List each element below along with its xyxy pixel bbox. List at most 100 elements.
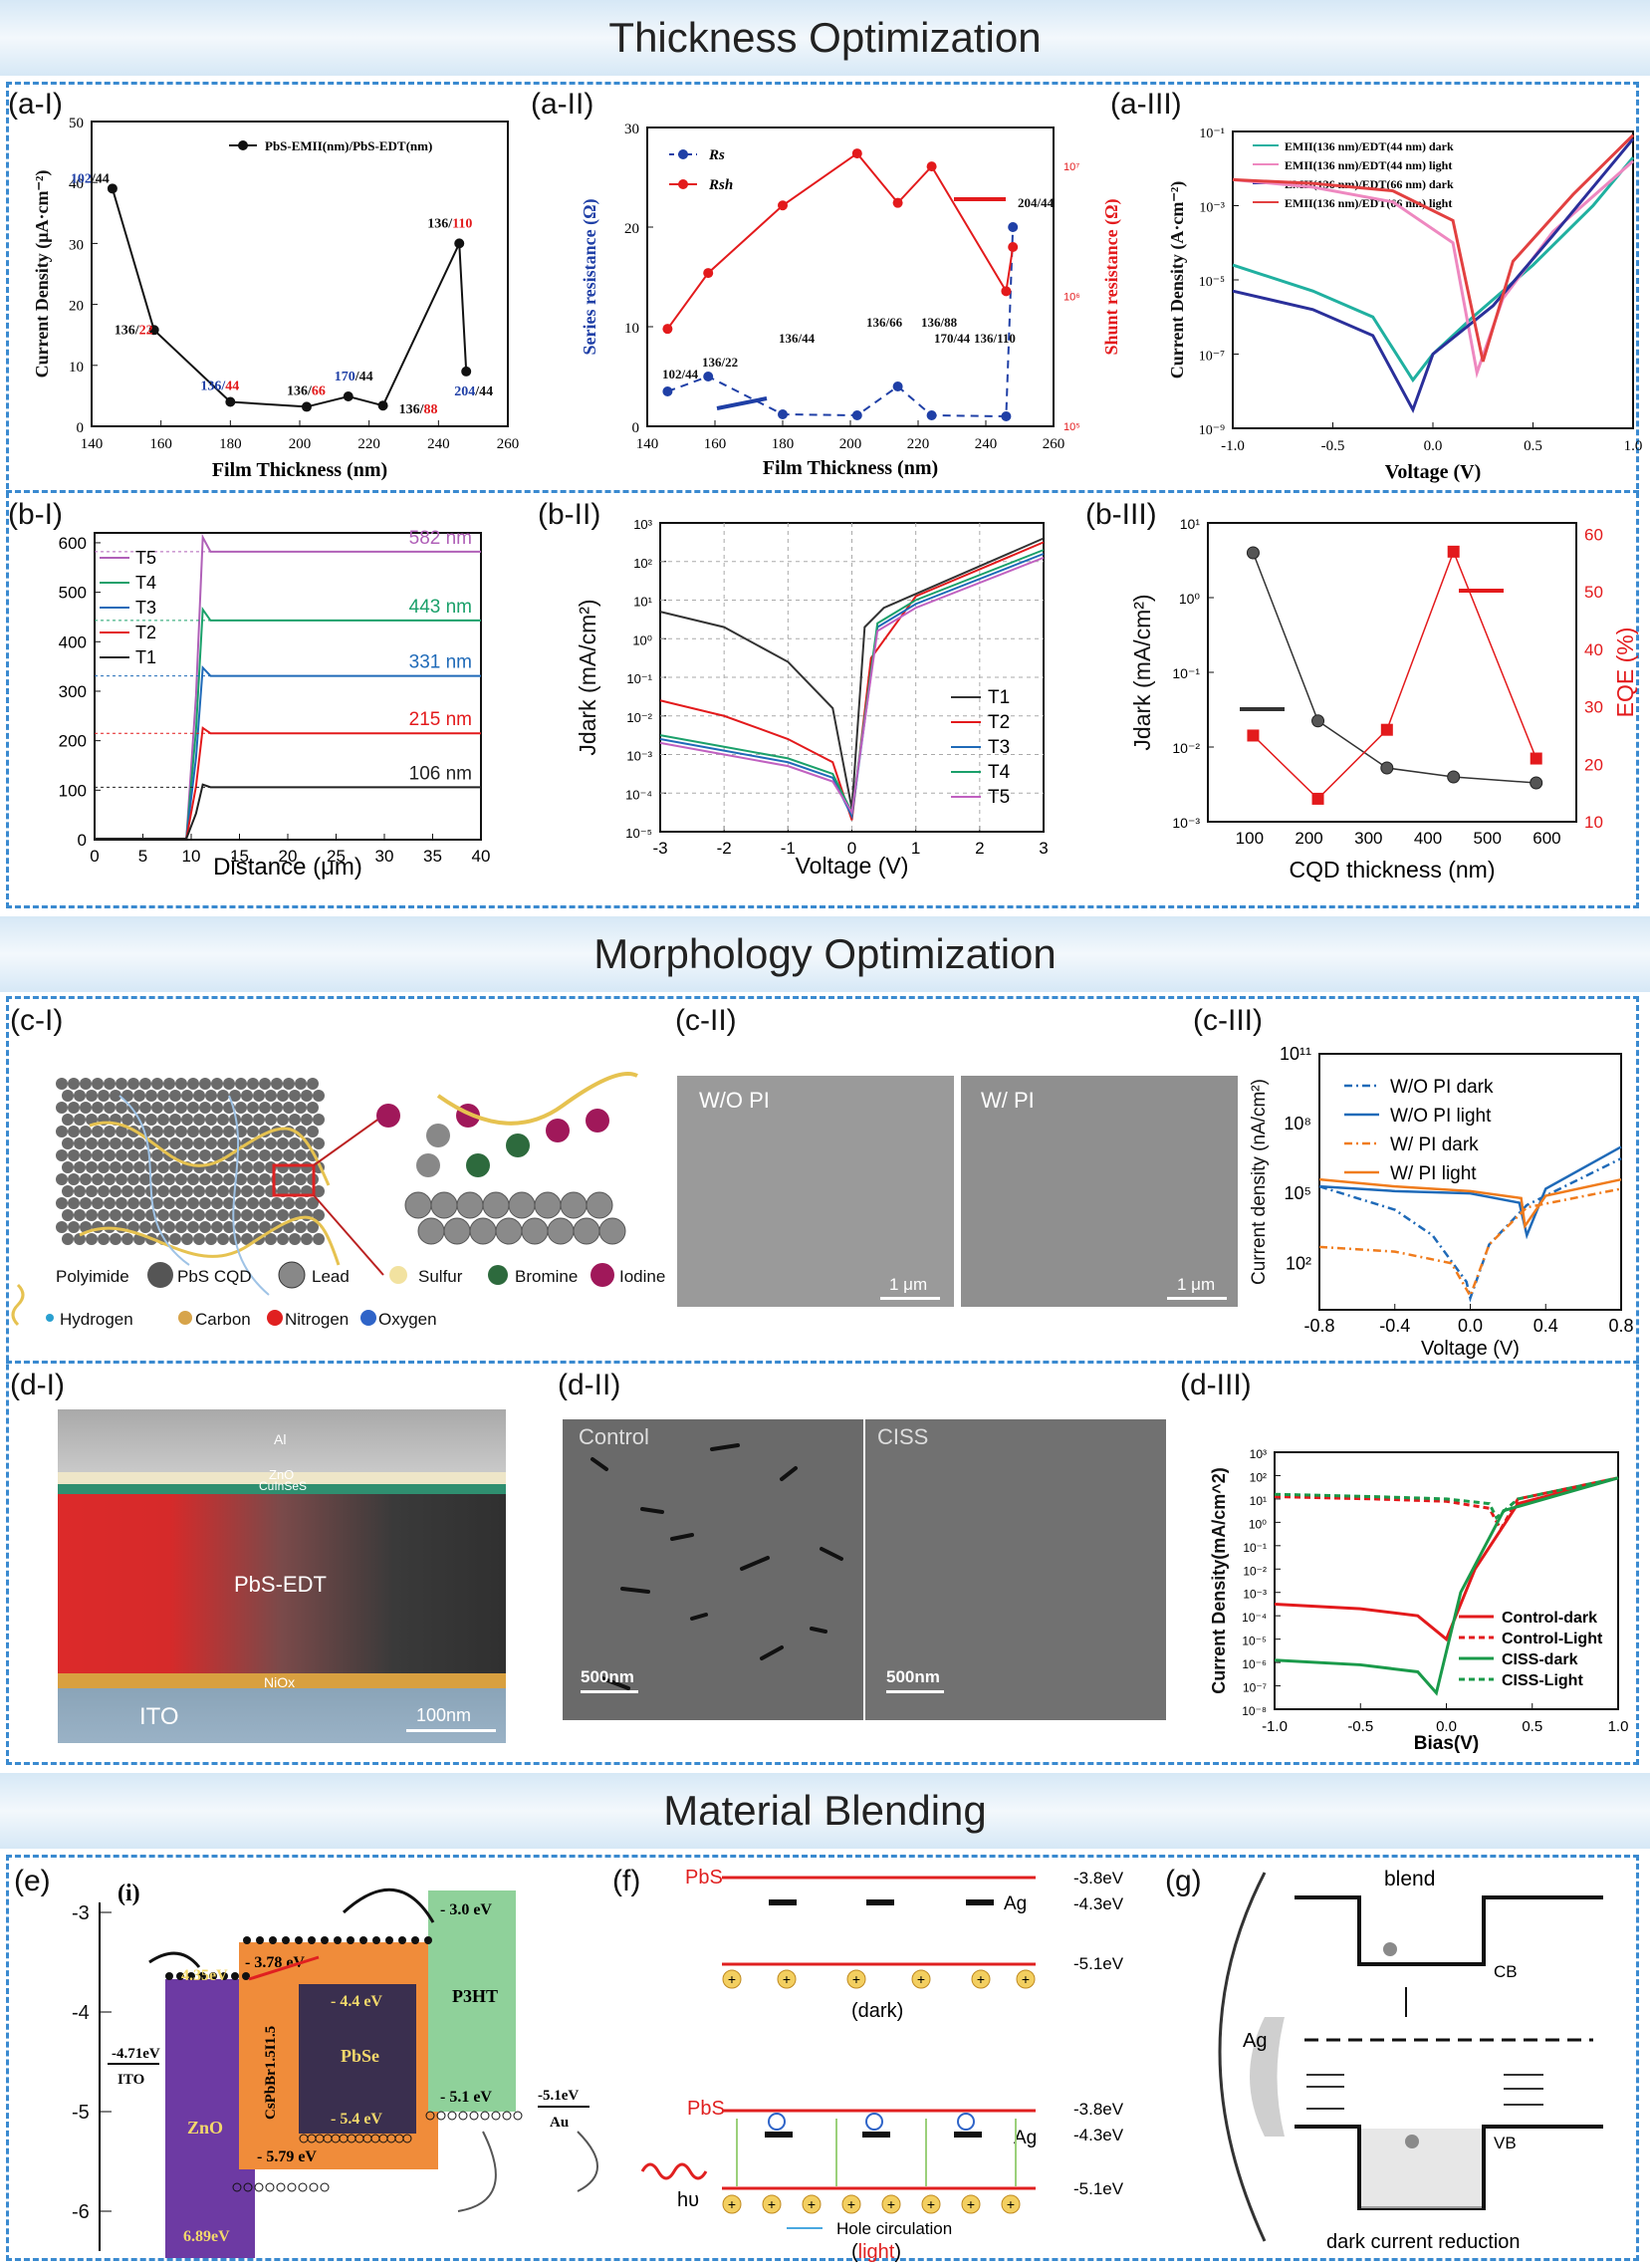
cqd-dot bbox=[211, 1173, 223, 1185]
cqd-dot bbox=[181, 1185, 193, 1197]
ito-label: ITO bbox=[118, 2072, 144, 2088]
e-hole bbox=[320, 2182, 330, 2192]
e-ytick-6: -6 bbox=[72, 2201, 90, 2223]
label-c-II: (c-II) bbox=[675, 1004, 737, 1037]
au-label: Au bbox=[550, 2115, 569, 2131]
pbse-band bbox=[299, 1984, 416, 2134]
cqd-dot bbox=[193, 1137, 205, 1149]
cqd-dot bbox=[247, 1126, 259, 1137]
surface-atom bbox=[426, 1124, 450, 1147]
cqd-dot bbox=[259, 1149, 271, 1161]
cqd-dot bbox=[74, 1161, 86, 1173]
cqd-dot bbox=[313, 1090, 325, 1102]
cqd-dot bbox=[307, 1078, 319, 1090]
cqd-dot bbox=[86, 1090, 98, 1102]
cqd-dot bbox=[86, 1209, 98, 1221]
e-electron bbox=[359, 1936, 367, 1944]
cqd-dot bbox=[68, 1102, 80, 1114]
cqd-dot bbox=[121, 1137, 133, 1149]
nitrogen-atom-icon bbox=[267, 1310, 283, 1326]
cqd-dot bbox=[223, 1221, 235, 1233]
cqd-dot bbox=[241, 1233, 253, 1245]
legend-lead: Lead bbox=[312, 1267, 350, 1286]
banner-morphology: Morphology Optimization bbox=[0, 916, 1650, 992]
cqd-dot bbox=[229, 1209, 241, 1221]
f-hole-plus: + bbox=[967, 2196, 975, 2212]
sem-crack bbox=[590, 1457, 608, 1471]
cqd-dot bbox=[56, 1221, 68, 1233]
f-e2-bottom: -4.3eV bbox=[1073, 2126, 1124, 2144]
cqd-dot bbox=[86, 1233, 98, 1245]
cqd-dot bbox=[265, 1137, 277, 1149]
layer-label-cuinses: CuInSeS bbox=[259, 1479, 308, 1493]
cqd-dot bbox=[98, 1185, 110, 1197]
banner-thickness: Thickness Optimization bbox=[0, 0, 1650, 76]
f-hole-top bbox=[971, 1969, 991, 1989]
e-electron bbox=[198, 1972, 206, 1980]
cqd-dot bbox=[104, 1078, 116, 1090]
label-a-II: (a-II) bbox=[531, 88, 594, 121]
e-hole bbox=[402, 2134, 412, 2143]
cqd-dot bbox=[283, 1197, 295, 1209]
cqd-dot bbox=[235, 1102, 247, 1114]
e-hole bbox=[298, 2182, 308, 2192]
cqd-dot bbox=[229, 1114, 241, 1126]
cqd-dot bbox=[259, 1102, 271, 1114]
cI-legend: Polyimide PbS CQD Lead Sulfur Bromine Io… bbox=[11, 1261, 665, 1329]
f-trapped-hole bbox=[957, 2113, 975, 2131]
sem-crack bbox=[810, 1627, 827, 1634]
cqd-dot bbox=[133, 1209, 145, 1221]
label-a-III: (a-III) bbox=[1110, 88, 1182, 121]
e-hole bbox=[436, 2111, 446, 2121]
cqd-dot bbox=[175, 1102, 187, 1114]
cqd-dot bbox=[139, 1078, 151, 1090]
label-g: (g) bbox=[1165, 1865, 1202, 1897]
sem-control bbox=[563, 1419, 863, 1720]
legend-nitrogen: Nitrogen bbox=[285, 1310, 349, 1329]
cqd-dot bbox=[110, 1090, 121, 1102]
lattice-lead-atom bbox=[598, 1217, 626, 1245]
label-b-II: (b-II) bbox=[538, 498, 601, 531]
cqd-dot bbox=[169, 1090, 181, 1102]
cqd-dot bbox=[68, 1149, 80, 1161]
surface-atom bbox=[416, 1153, 440, 1177]
f-hole-plus: + bbox=[768, 2196, 776, 2212]
f-e1-bottom: -3.8eV bbox=[1073, 2100, 1124, 2119]
cqd-dot bbox=[193, 1209, 205, 1221]
cqd-dot bbox=[199, 1197, 211, 1209]
p3ht-label: P3HT bbox=[452, 1986, 498, 2006]
surface-atom bbox=[546, 1119, 570, 1142]
cqd-dot bbox=[163, 1126, 175, 1137]
zno-bottom-energy: 6.89eV bbox=[183, 2228, 230, 2245]
e-electron bbox=[398, 1936, 406, 1944]
f-e3-bottom: -5.1eV bbox=[1073, 2179, 1124, 2198]
scale-bar-d-ii-right bbox=[886, 1690, 944, 1693]
section-thickness bbox=[6, 82, 1639, 908]
band-diagram-e: -3 -4 -5 -6 (i) -4.71eV ITO 4.35eV ZnO 6… bbox=[72, 1881, 598, 2258]
label-b-III: (b-III) bbox=[1085, 498, 1157, 531]
cqd-dot bbox=[199, 1078, 211, 1090]
e-hole bbox=[469, 2111, 479, 2121]
cqd-dot bbox=[181, 1090, 193, 1102]
cqd-dot bbox=[110, 1137, 121, 1149]
f-hole-top bbox=[777, 1969, 797, 1989]
sem-crack bbox=[760, 1645, 784, 1660]
scale-label-c-left: 1 μm bbox=[889, 1275, 928, 1294]
cqd-dot bbox=[241, 1209, 253, 1221]
f-hole-bottom bbox=[841, 2194, 861, 2214]
cqd-dot bbox=[62, 1233, 74, 1245]
band-diagram-g: Ag blend CB VB dark current reduction bbox=[1218, 1868, 1603, 2253]
cqd-dot bbox=[181, 1137, 193, 1149]
section-morphology bbox=[6, 996, 1639, 1765]
zoom-box bbox=[272, 1163, 316, 1197]
cqd-dot bbox=[62, 1137, 74, 1149]
cqd-dot bbox=[169, 1114, 181, 1126]
e-hole bbox=[265, 2182, 275, 2192]
sem-crack bbox=[670, 1533, 694, 1541]
cqd-dot bbox=[253, 1114, 265, 1126]
cqd-dot bbox=[116, 1173, 127, 1185]
cqd-dot bbox=[92, 1173, 104, 1185]
e-hole bbox=[513, 2111, 523, 2121]
f-pbs-top: PbS bbox=[685, 1867, 723, 1889]
label-d-II: (d-II) bbox=[558, 1369, 621, 1401]
